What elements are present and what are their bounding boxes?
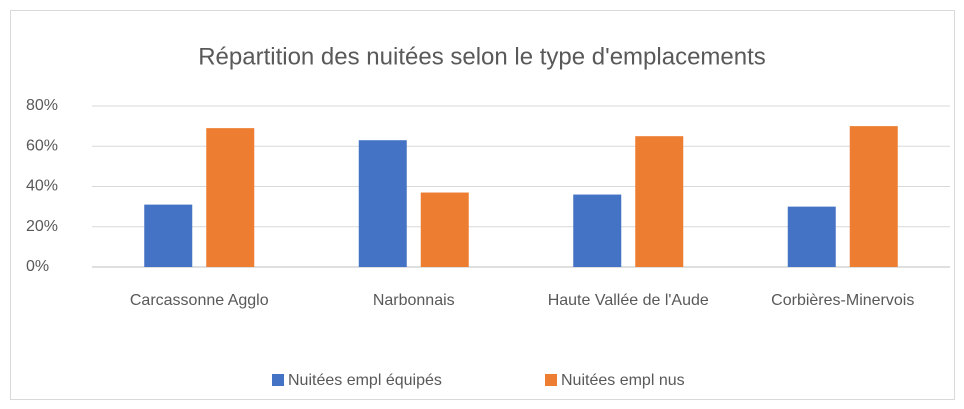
legend-label: Nuitées empl équipés (288, 372, 442, 389)
y-tick-label: 60% (26, 137, 58, 154)
bar (849, 126, 898, 267)
chart-title: Répartition des nuitées selon le type d'… (198, 43, 766, 70)
bar (420, 192, 469, 267)
bar (573, 194, 622, 267)
bar (144, 204, 193, 267)
x-tick-label: Narbonnais (372, 292, 455, 309)
y-tick-label: 20% (26, 218, 58, 235)
bar (635, 136, 684, 267)
legend-label: Nuitées empl nus (561, 372, 685, 389)
bar (358, 140, 407, 267)
legend-swatch (545, 374, 557, 386)
bar (206, 128, 255, 267)
y-tick-label: 0% (26, 258, 49, 275)
y-tick-label: 40% (26, 178, 58, 195)
x-tick-label: Corbières-Minervois (771, 292, 915, 309)
x-tick-label: Carcassonne Agglo (129, 292, 269, 309)
y-tick-label: 80% (26, 97, 58, 114)
bar (787, 206, 836, 267)
legend-swatch (272, 374, 284, 386)
x-tick-label: Haute Vallée de l'Aude (547, 292, 709, 309)
